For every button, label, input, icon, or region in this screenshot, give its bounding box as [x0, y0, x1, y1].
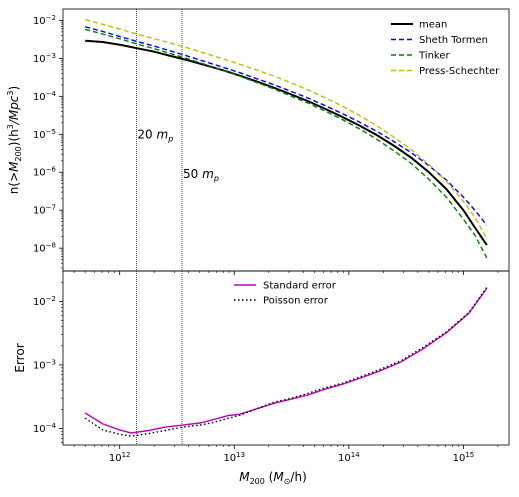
bottom-y-tick-label: 10−2 [33, 295, 56, 308]
bottom-y-tick-label: 10−4 [33, 422, 57, 435]
top-series-press-schechter [85, 18, 488, 239]
bottom-legend: Standard error Poisson error [234, 281, 337, 307]
legend-label-1: Sheth Tormen [419, 35, 488, 46]
top-series-sheth-tormen [85, 26, 488, 226]
mass-threshold-lines [136, 9, 183, 271]
top-y-tick-label: 10−5 [33, 128, 56, 141]
bottom-x-tick-label: 1012 [109, 451, 131, 464]
top-y-tick-label: 10−2 [33, 14, 56, 27]
bottom-y-axis-label: Error [13, 343, 27, 372]
top-series-mean [85, 39, 488, 246]
legend-label-3: Press-Schechter [419, 66, 500, 77]
mass-threshold-annotations: 20 mp 50 mp [137, 127, 218, 183]
bottom-y-tick-label: 10−3 [33, 358, 56, 371]
bottom-series [84, 287, 488, 437]
top-y-tick-label: 10−3 [33, 52, 56, 65]
bottom-panel: 10−2 10−3 10−4 1012 1013 1014 1015 Standard e… [33, 270, 510, 464]
top-series [85, 18, 488, 259]
mass-threshold-label-1: 50 mp [183, 167, 219, 183]
top-y-ticks: 10−2 10−3 10−4 10−5 10−6 10−7 10−8 [33, 14, 63, 269]
bottom-x-ticks: 1012 1013 1014 1015 [73, 445, 499, 464]
top-y-tick-label: 10−6 [33, 166, 57, 179]
mass-threshold-label-0: 20 mp [137, 127, 173, 143]
x-axis-label: M200 (M⊙/h) [239, 470, 307, 486]
top-legend: mean Sheth Tormen Tinker Press-Schechter [391, 20, 500, 77]
top-y-axis-label: n(>M200)(h3/Mpc3) [6, 86, 23, 194]
bottom-y-ticks: 10−2 10−3 10−4 [33, 281, 63, 443]
top-y-tick-label: 10−4 [33, 90, 57, 103]
legend-label-0: mean [419, 20, 447, 31]
bottom-legend-label-1: Poisson error [263, 296, 329, 307]
legend-label-2: Tinker [418, 51, 451, 62]
mass-threshold-lines-bottom [136, 271, 183, 445]
bottom-legend-label-0: Standard error [263, 281, 337, 292]
top-series-tinker [85, 28, 488, 259]
bottom-series-poisson-error [84, 287, 488, 437]
bottom-axes-frame [62, 270, 510, 446]
bottom-x-tick-label: 1013 [223, 451, 245, 464]
top-y-tick-label: 10−8 [33, 242, 56, 255]
bottom-x-tick-label: 1015 [453, 451, 475, 464]
bottom-x-tick-label: 1014 [338, 451, 360, 464]
top-y-tick-label: 10−7 [33, 204, 56, 217]
